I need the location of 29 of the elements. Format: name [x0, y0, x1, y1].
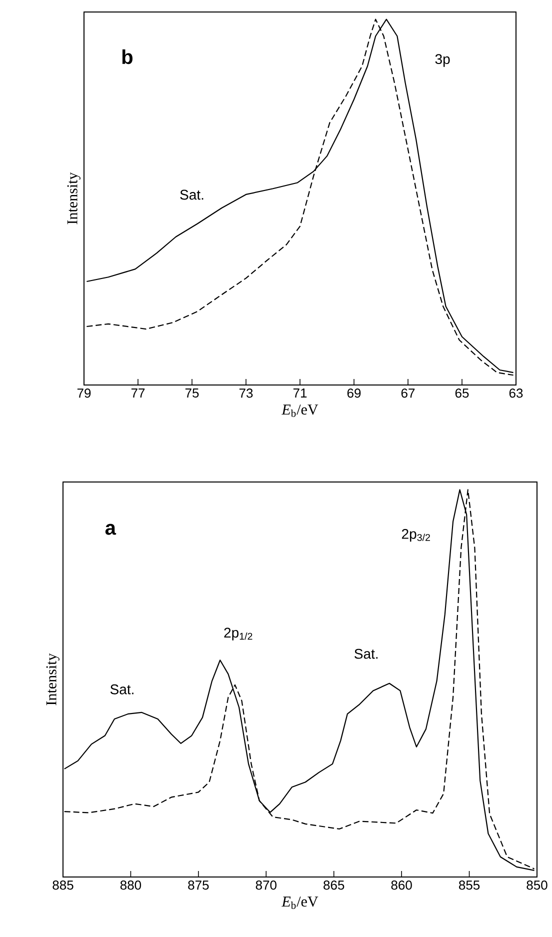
- x-tick-label: 69: [347, 388, 361, 398]
- annotation: Sat.: [354, 648, 378, 659]
- x-tick-label: 885: [52, 880, 74, 890]
- y-axis-title: Intensity: [46, 653, 60, 706]
- x-tick-label: 865: [324, 880, 344, 890]
- x-tick-label: 71: [293, 388, 307, 398]
- x-tick-label: 67: [401, 388, 415, 398]
- annotation: Sat.: [180, 190, 204, 200]
- annotation: Sat.: [110, 684, 134, 694]
- y-axis-title: Intensity: [67, 172, 80, 224]
- x-tick-label: 880: [120, 880, 142, 890]
- annotation: 2p$_{3/2}$: [402, 528, 430, 542]
- x-tick-label: 77: [131, 388, 145, 398]
- x-tick-label: 850: [526, 880, 548, 890]
- x-tick-label: 870: [256, 880, 276, 890]
- annotation: 2p$_{1/2}$: [224, 628, 252, 640]
- x-tick-label: 73: [239, 388, 253, 398]
- x-tick-label: 63: [509, 388, 523, 398]
- x-axis-title: E$_{b}$/eV: [282, 896, 318, 909]
- x-tick-label: 855: [459, 880, 480, 890]
- annotation: 3p: [435, 54, 450, 67]
- x-axis-title: E$_{b}$/eV: [282, 404, 318, 417]
- x-tick-label: 79: [77, 388, 91, 398]
- annotation: a: [105, 524, 116, 535]
- annotation: b: [122, 49, 132, 64]
- x-tick-label: 875: [188, 880, 209, 890]
- x-tick-label: 75: [185, 388, 199, 398]
- x-tick-label: 65: [455, 388, 469, 398]
- x-tick-label: 860: [391, 880, 412, 890]
